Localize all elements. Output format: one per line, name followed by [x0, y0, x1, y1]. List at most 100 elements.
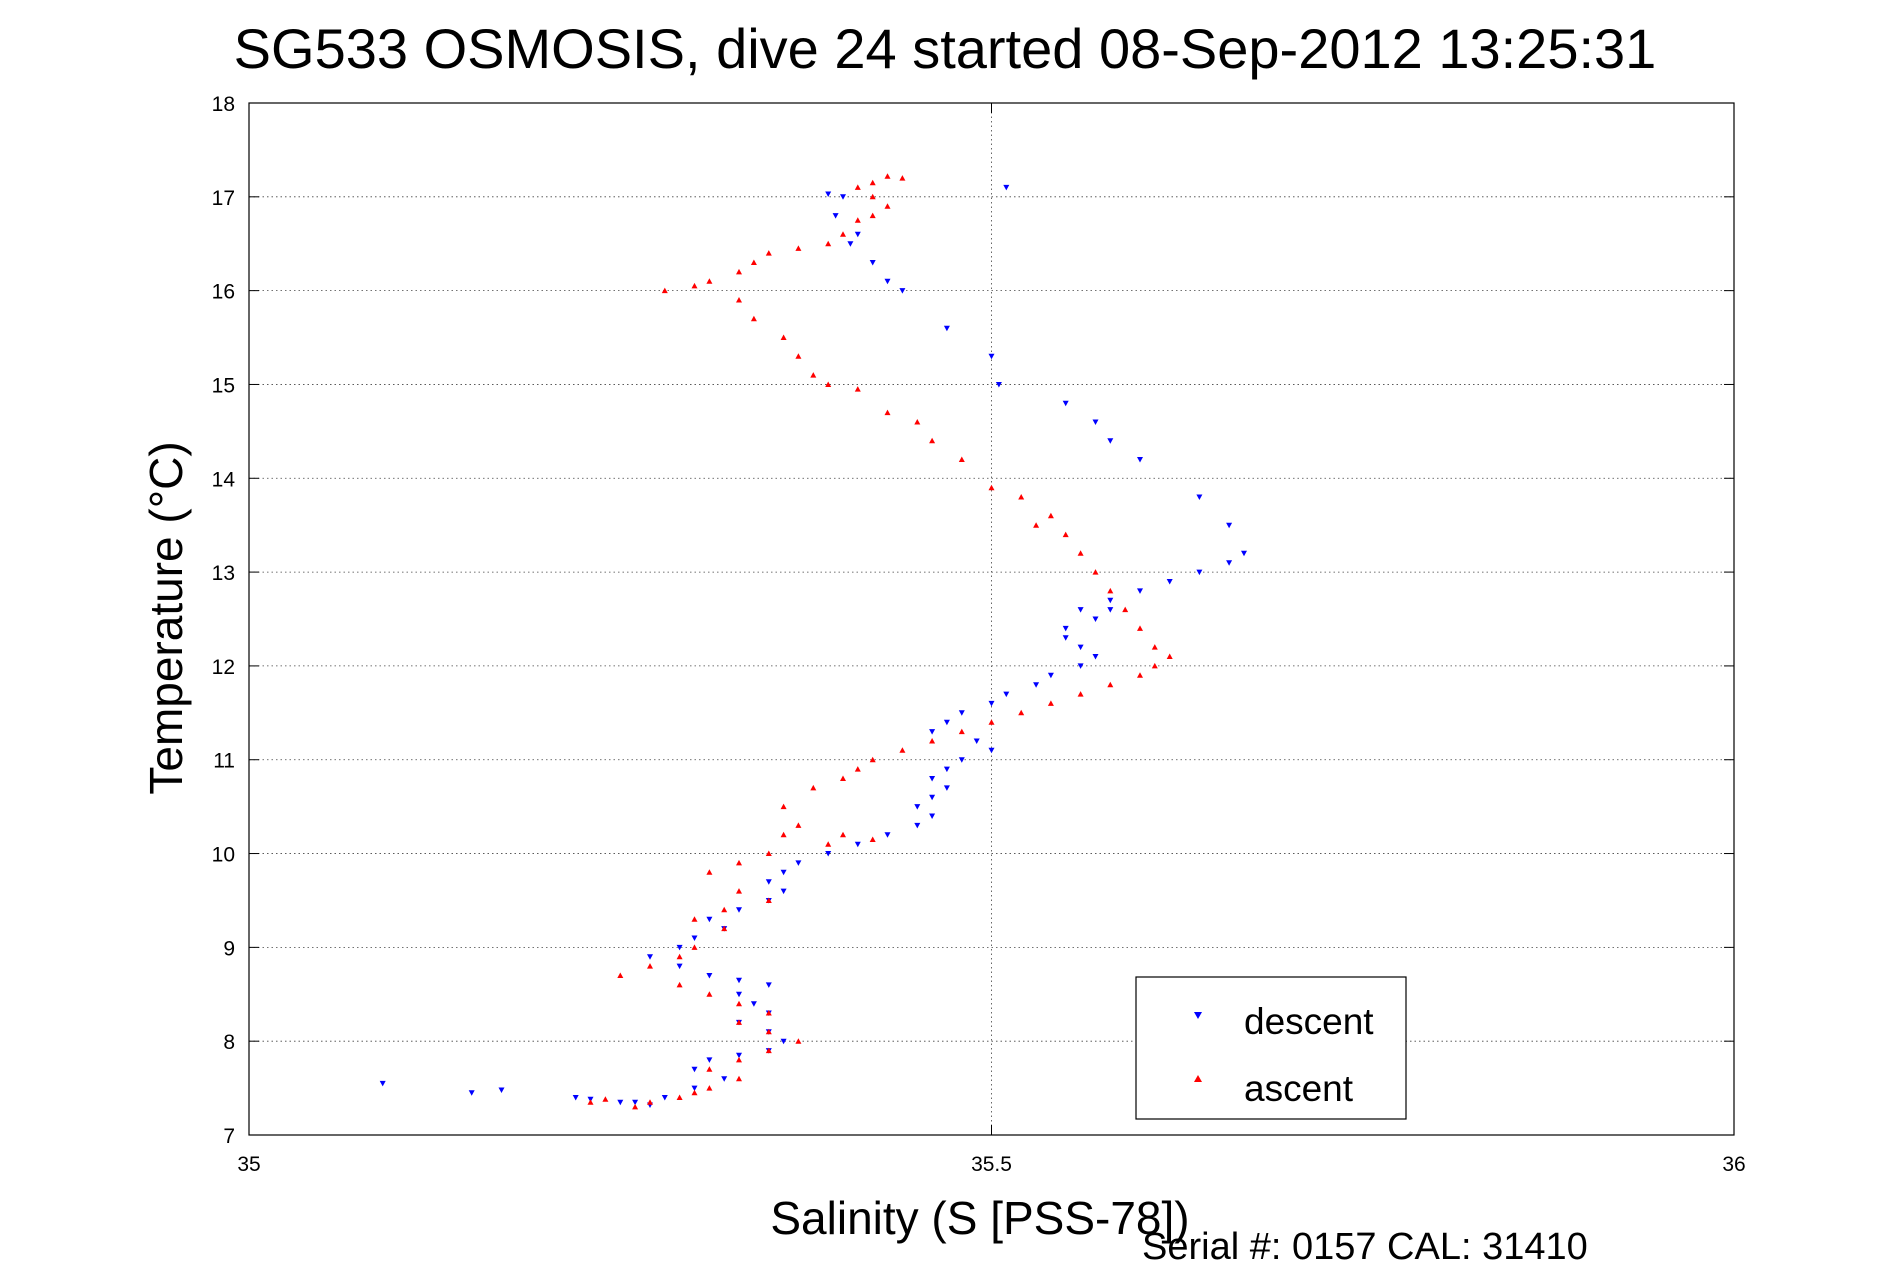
axis-ticks: [248, 102, 1735, 1136]
descent-point: [847, 241, 854, 247]
descent-point: [750, 1001, 757, 1007]
descent-point: [825, 851, 832, 857]
legend-box: [1135, 976, 1407, 1120]
descent-point: [929, 813, 936, 819]
y-tick-label: 18: [212, 93, 235, 116]
y-tick-label: 17: [212, 187, 235, 210]
descent-point: [1003, 184, 1010, 191]
y-axis-label: Temperature (°C): [140, 441, 192, 794]
descent-point: [914, 804, 921, 810]
ascent-point: [929, 738, 936, 744]
ascent-point: [825, 240, 832, 247]
descent-point: [706, 916, 713, 923]
ascent-point: [1137, 625, 1143, 631]
descent-point: [884, 278, 891, 285]
descent-point: [736, 1052, 742, 1059]
ascent-point: [587, 1099, 594, 1105]
ascent-point: [1018, 494, 1025, 500]
y-tick-label: 7: [223, 1125, 235, 1148]
ascent-point: [765, 250, 772, 256]
ascent-point: [1122, 606, 1129, 613]
ascent-point: [1018, 709, 1025, 716]
ascent-point: [1077, 550, 1084, 556]
ascent-point: [765, 897, 772, 903]
descent-point: [706, 1057, 713, 1063]
descent-point: [780, 869, 787, 876]
descent-point: [661, 1095, 668, 1101]
descent-point: [706, 973, 713, 979]
descent-point: [929, 729, 936, 735]
ascent-point: [691, 1089, 698, 1096]
ascent-point: [706, 1085, 713, 1091]
ascent-point: [854, 184, 861, 190]
ascent-point: [691, 944, 698, 950]
ascent-point: [780, 334, 787, 340]
plot-background: [249, 103, 1734, 1135]
ascent-point: [706, 278, 713, 284]
ascent-point: [929, 437, 936, 444]
descent-point: [1196, 569, 1203, 576]
ascent-point: [825, 381, 832, 387]
descent-point: [736, 907, 742, 913]
x-tick-labels: 35 35.5 36: [237, 1153, 1745, 1176]
ascent-point: [1151, 662, 1158, 669]
descent-point: [765, 982, 772, 988]
descent-point: [884, 832, 891, 838]
ascent-point: [869, 179, 876, 186]
descent-point: [1077, 663, 1084, 669]
ascent-point: [869, 836, 876, 842]
descent-point: [854, 841, 861, 848]
descent-point: [1033, 682, 1040, 688]
ascent-point: [780, 831, 787, 838]
ascent-point: [869, 212, 876, 219]
descent-point: [899, 288, 906, 294]
descent-point: [780, 888, 787, 895]
ascent-point: [840, 831, 846, 838]
ascent-point: [1092, 569, 1099, 575]
descent-point: [736, 991, 742, 998]
ascent-point: [854, 766, 861, 772]
chart-title: SG533 OSMOSIS, dive 24 started 08-Sep-20…: [234, 17, 1657, 80]
descent-point: [943, 766, 950, 773]
descent-point: [379, 1080, 386, 1087]
legend-ascent-label: ascent: [1244, 1068, 1354, 1109]
ascent-point: [691, 916, 698, 922]
ascent-point: [988, 484, 995, 491]
ascent-point: [706, 869, 713, 875]
descent-point: [1003, 691, 1010, 698]
ascent-point: [750, 259, 757, 265]
descent-point: [795, 860, 802, 866]
ascent-point: [736, 1019, 742, 1025]
plot-area: [248, 102, 1735, 1136]
ascent-point: [765, 850, 772, 856]
y-tick-label: 14: [212, 468, 236, 491]
ascent-point: [1166, 653, 1173, 659]
descent-point: [632, 1099, 639, 1106]
descent-point: [973, 738, 980, 744]
ascent-point: [736, 888, 742, 894]
ascent-point: [840, 775, 846, 781]
ascent-point: [765, 1047, 772, 1054]
ascent-point: [840, 231, 846, 237]
ascent-point: [721, 925, 728, 932]
descent-point: [721, 1076, 728, 1082]
descent-point: [1137, 588, 1143, 594]
descent-point: [1107, 597, 1114, 604]
ascent-point: [869, 756, 876, 763]
descent-point: [929, 794, 936, 801]
descent-point: [869, 260, 876, 266]
ascent-point: [765, 1010, 772, 1016]
descent-point: [943, 785, 950, 791]
ascent-point: [1107, 587, 1114, 594]
ascent-point: [706, 991, 713, 997]
descent-point: [988, 747, 995, 754]
descent-point: [958, 710, 965, 716]
descent-point: [995, 382, 1002, 388]
ascent-point: [899, 747, 906, 753]
descent-point: [676, 944, 683, 951]
y-tick-label: 8: [223, 1031, 235, 1054]
ascent-series: [587, 173, 1173, 1110]
ascent-point: [1077, 691, 1084, 697]
y-tick-label: 15: [212, 374, 235, 397]
ascent-point: [706, 1066, 713, 1072]
